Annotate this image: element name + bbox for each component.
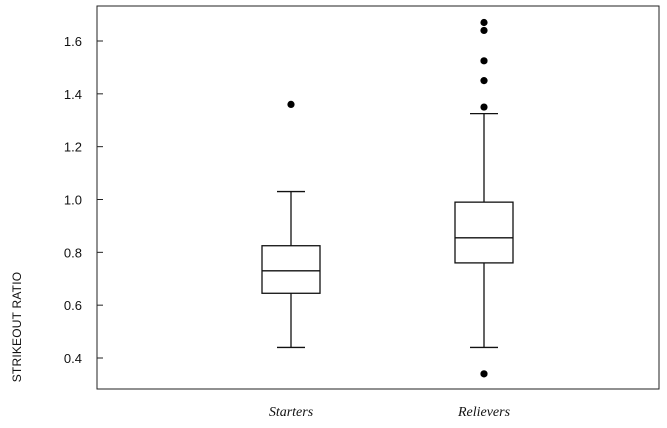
- y-tick-label: 1.4: [64, 87, 82, 102]
- box-series: [261, 18, 514, 378]
- outlier-point: [480, 370, 488, 378]
- iqr-box: [261, 245, 321, 294]
- box-starters: [261, 100, 321, 349]
- y-tick-label: 1.0: [64, 193, 82, 208]
- outlier-point: [480, 26, 488, 35]
- y-tick-label: 0.4: [64, 351, 82, 366]
- y-tick-label: 1.2: [64, 140, 82, 155]
- outlier-point: [480, 103, 488, 111]
- x-axis: Starters Relievers: [269, 405, 511, 420]
- outlier-point: [480, 77, 488, 85]
- plot-frame: [96, 5, 660, 390]
- outlier-point: [480, 57, 488, 65]
- y-tick-label: 1.6: [64, 34, 82, 49]
- iqr-box: [454, 201, 514, 264]
- y-tick-label: 0.6: [64, 298, 82, 313]
- y-axis: 0.4 0.6 0.8 1.0 1.2 1.4 1.6: [64, 34, 103, 366]
- box-relievers: [454, 18, 514, 378]
- outlier-point: [480, 18, 488, 27]
- x-category-label: Starters: [269, 405, 314, 420]
- y-tick-label: 0.8: [64, 245, 82, 260]
- x-category-label: Relievers: [457, 405, 511, 420]
- y-axis-title: STRIKEOUT RATIO: [10, 272, 24, 383]
- outlier-point: [287, 100, 295, 108]
